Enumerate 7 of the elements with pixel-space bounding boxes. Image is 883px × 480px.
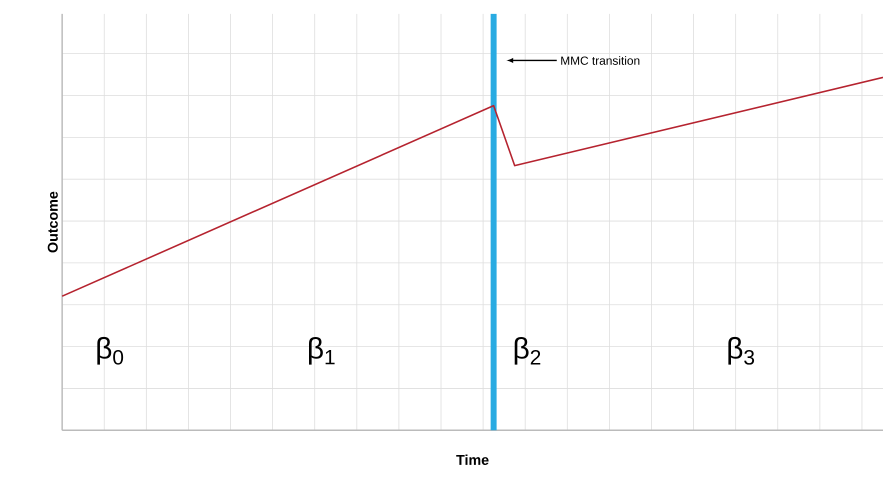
annotation: β$_{0}$ <box>97 336 124 365</box>
annotation: β$_{3}$ <box>728 336 754 365</box>
x-axis-title: Time <box>456 454 489 465</box>
annotation: β$_{2}$ <box>514 336 540 365</box>
y-axis-title: Outcome <box>48 192 58 252</box>
annotation: β$_{1}$ <box>309 336 335 365</box>
text: MMC transition <box>561 56 640 65</box>
